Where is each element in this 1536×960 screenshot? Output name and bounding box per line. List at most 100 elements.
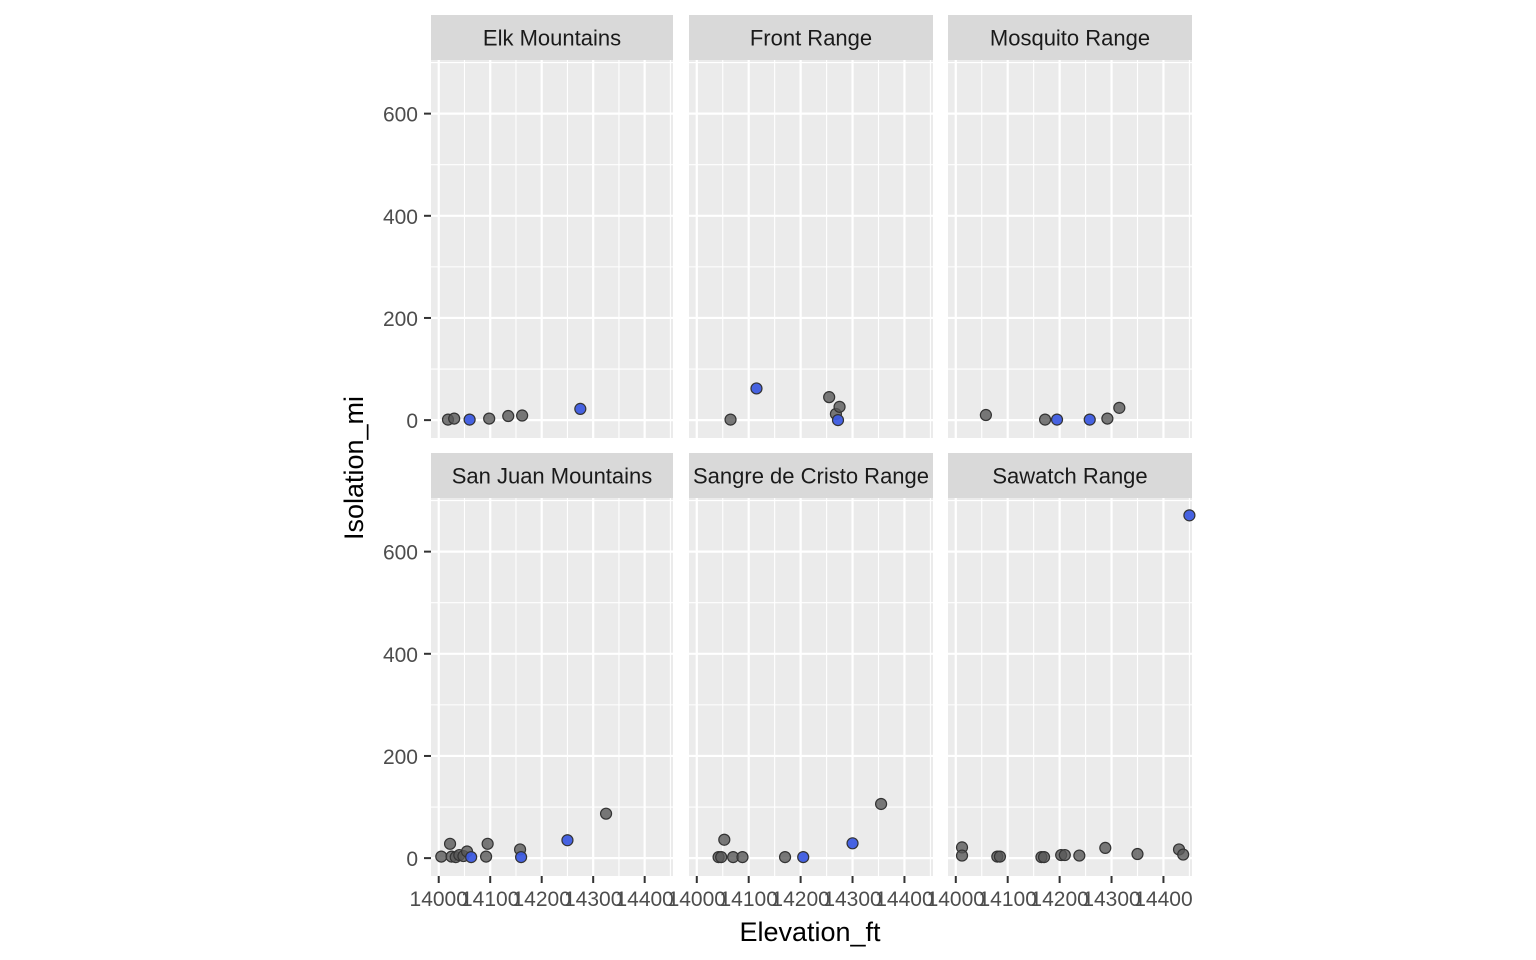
data-point (715, 850, 728, 864)
x-tick-label: 14100 (461, 888, 519, 911)
x-tick-label: 14100 (978, 888, 1036, 911)
data-points (724, 382, 846, 427)
data-points (712, 797, 888, 864)
x-tick-label: 14400 (615, 888, 673, 911)
highlighted-data-point (1183, 509, 1196, 522)
data-point (1101, 412, 1114, 425)
facet-title: Front Range (750, 26, 872, 51)
y-tick-label: 400 (383, 206, 418, 229)
y-tick-label: 0 (406, 848, 418, 871)
highlighted-data-point (463, 413, 476, 426)
panel-background (948, 498, 1192, 876)
y-tick-label: 200 (383, 308, 418, 331)
data-point (724, 413, 737, 426)
x-tick-label: 14100 (719, 888, 777, 911)
data-point (1038, 413, 1052, 426)
highlighted-data-point (515, 850, 528, 864)
facet-panel: Sangre de Cristo Range (689, 453, 933, 876)
highlighted-data-point (750, 382, 763, 395)
gridlines (431, 60, 673, 438)
data-point (1113, 401, 1126, 414)
x-tick-label: 14200 (1030, 888, 1088, 911)
facet-strip (431, 15, 673, 60)
facet-strip (948, 453, 1192, 498)
facet-strip (689, 453, 933, 498)
highlighted-data-point (831, 414, 845, 427)
facet-title: Sawatch Range (992, 464, 1147, 489)
x-tick-label: 14300 (823, 888, 881, 911)
x-tick-label: 14000 (410, 888, 468, 911)
data-points (435, 807, 613, 864)
facet-strip (689, 15, 933, 60)
facet-panel: Sawatch Range (948, 453, 1196, 876)
x-tick-label: 14200 (512, 888, 570, 911)
x-tick-label: 14000 (927, 888, 985, 911)
data-point (718, 833, 731, 846)
gridlines (689, 60, 933, 438)
facet-panel: Front Range (689, 15, 933, 438)
highlighted-data-point (1083, 413, 1096, 426)
highlighted-data-point (465, 850, 478, 864)
data-points (441, 402, 587, 426)
y-axis: 0 200 400 600 (383, 104, 431, 433)
panel-background (689, 60, 933, 438)
x-axis-title: Elevation_ft (739, 917, 881, 947)
highlighted-data-point (846, 837, 859, 850)
data-point (778, 850, 792, 864)
x-tick-label: 14000 (668, 888, 726, 911)
data-point (448, 412, 461, 425)
data-point (979, 408, 992, 422)
highlighted-data-point (797, 850, 810, 864)
panel-background (431, 60, 673, 438)
data-point (1037, 850, 1051, 864)
panel-background (431, 498, 673, 876)
panel-background (689, 498, 933, 876)
facet-strip (431, 453, 673, 498)
gridlines (431, 498, 673, 876)
data-point (443, 837, 457, 850)
gridlines (948, 498, 1192, 876)
x-tick-label: 14300 (1082, 888, 1140, 911)
highlighted-data-point (561, 834, 574, 847)
facet-title: Elk Mountains (483, 26, 621, 51)
highlighted-data-point (1050, 413, 1064, 426)
panels-layer: Elk Mountains Front Range Mosquito Range Sa… (431, 15, 1196, 876)
data-point (435, 850, 448, 863)
y-axis: 0 200 400 600 (383, 542, 431, 871)
data-points (955, 509, 1196, 864)
facet-panel: Elk Mountains (431, 15, 673, 438)
x-tick-label: 14300 (564, 888, 622, 911)
facet-strip (948, 15, 1192, 60)
facet-title: Sangre de Cristo Range (693, 464, 929, 489)
facet-panel: Mosquito Range (948, 15, 1192, 438)
x-tick-label: 14400 (1134, 888, 1192, 911)
data-point (874, 797, 888, 811)
y-axis-title: Isolation_mi (339, 396, 369, 540)
y-tick-label: 200 (383, 746, 418, 769)
facet-panel: San Juan Mountains (431, 453, 673, 876)
data-point (993, 850, 1007, 863)
data-point (736, 850, 749, 864)
data-point (599, 807, 613, 820)
y-tick-label: 0 (406, 410, 418, 433)
data-points (979, 401, 1126, 426)
x-tick-label: 14200 (771, 888, 829, 911)
data-point (1058, 848, 1071, 862)
data-point (1099, 841, 1112, 855)
facet-title: San Juan Mountains (452, 464, 653, 489)
data-point (833, 400, 846, 413)
x-tick-label: 14400 (875, 888, 933, 911)
data-point (481, 837, 494, 850)
data-point (1073, 849, 1086, 862)
data-point (1177, 848, 1190, 861)
data-point (1131, 847, 1144, 861)
gridlines (689, 498, 933, 876)
y-tick-label: 600 (383, 104, 418, 127)
facet-title: Mosquito Range (990, 26, 1150, 51)
data-point (502, 409, 515, 423)
y-tick-label: 400 (383, 644, 418, 667)
x-axes: 1400014100142001430014400140001410014200… (410, 876, 1193, 911)
